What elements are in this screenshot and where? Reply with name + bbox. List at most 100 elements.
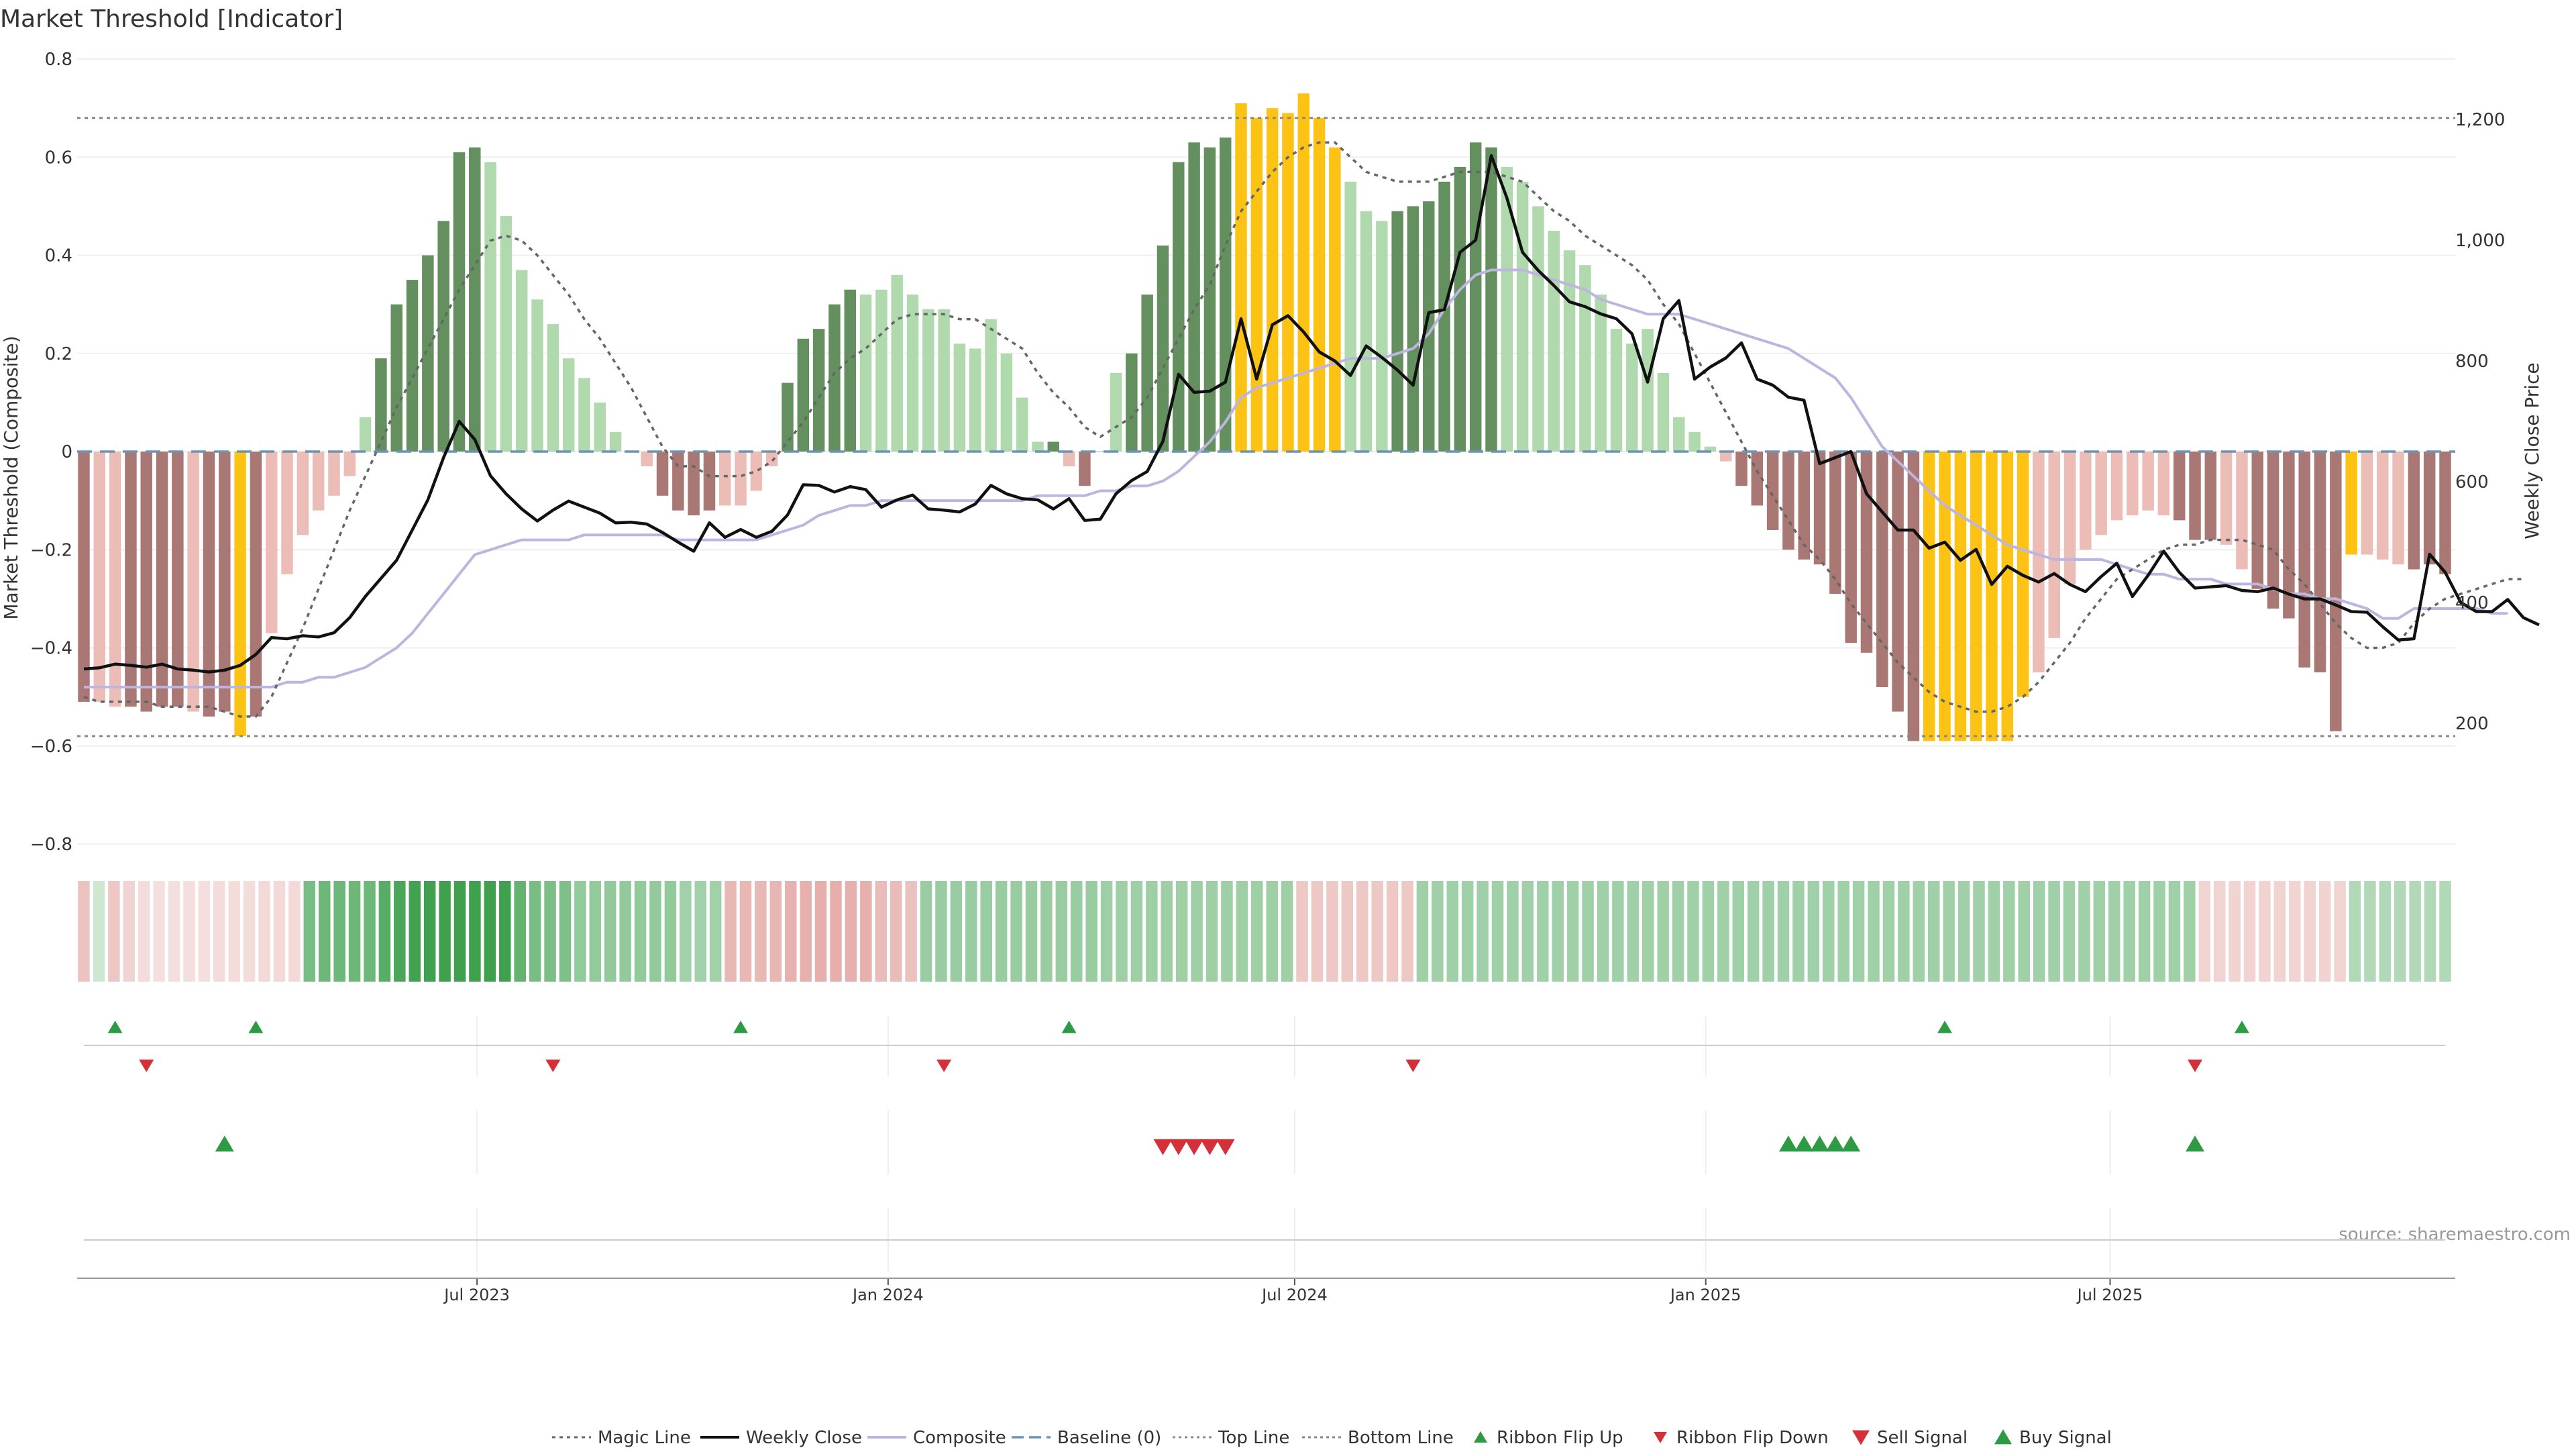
ribbon-cell [1612,881,1624,982]
indicator-bar [844,289,856,452]
ribbon-cell [2424,881,2436,982]
buy-signal-marker [1841,1135,1861,1152]
ribbon-cell [1913,881,1925,982]
ribbon-cell [1251,881,1263,982]
indicator-bar [1892,452,1904,712]
indicator-bar [1829,452,1841,594]
indicator-bar [422,255,434,452]
ribbon-cell [2123,881,2135,982]
ribbon-cell [860,881,872,982]
ribbon-cell [2213,881,2226,982]
indicator-bar [1704,446,1717,452]
indicator-bar [219,452,231,712]
ribbon-cell [1146,881,1158,982]
indicator-bar [1782,452,1794,550]
ribbon-cell [2003,881,2015,982]
sell-signal-marker [1153,1139,1173,1155]
indicator-bar [1157,245,1169,452]
indicator-bar [735,452,747,506]
ribbon-cell [1868,881,1880,982]
ribbon-cell [544,881,556,982]
indicator-bar [1813,452,1826,565]
ribbon-cell [1266,881,1278,982]
indicator-bar [1016,397,1028,452]
ribbon-cell [1732,881,1744,982]
indicator-bar [2033,452,2045,673]
ribbon-cell [1296,881,1308,982]
indicator-bar [375,358,387,452]
indicator-bar [1438,181,1450,452]
indicator-bar [2408,452,2420,570]
indicator-bar [2267,452,2279,609]
indicator-bar [891,274,903,452]
indicator-bar [906,295,919,452]
legend-label: Top Line [1218,1428,1289,1448]
indicator-bar [1297,93,1310,452]
buy-signal-marker [215,1135,234,1152]
ribbon-cell [1642,881,1654,982]
ribbon-cell [1672,881,1684,982]
indicator-bar [2110,452,2123,521]
ribbon-cell [785,881,797,982]
indicator-bar [2001,452,2014,741]
ribbon-cell [288,881,301,982]
ribbon-cell [228,881,240,982]
ribbon-cell [499,881,511,982]
axes-layer: 0.8 0.6 0.4 0.2 0 −0.2 −0.4 −0.6 −0.8 200 400 600 80… [30,50,2506,1304]
ribbon-layer [78,881,2451,982]
indicator-bar [1548,230,1560,452]
ribbon-cell [1627,881,1640,982]
indicator-bar [1532,206,1544,452]
ribbon-cell [1432,881,1444,982]
ribbon-cell [1386,881,1399,982]
chart-title: Market Threshold [Indicator] [0,5,343,33]
y-tick-label: 0.2 [45,344,72,364]
indicator-bar [250,452,262,717]
indicator-bar [2189,452,2201,540]
ribbon-cell [1477,881,1489,982]
indicator-bar [985,319,997,452]
indicator-bar [1657,373,1670,452]
indicator-bar [812,329,825,452]
ribbon-cell [2198,881,2211,982]
indicator-bar [1376,221,1388,452]
legend-swatch [1474,1431,1487,1443]
ribbon-cell [2259,881,2271,982]
legend-label: Baseline (0) [1057,1428,1161,1448]
ribbon-cell [1356,881,1368,982]
indicator-bar [140,452,152,712]
ribbon-cell [423,881,436,982]
ribbon-cell [153,881,165,982]
ribbon-cell [2243,881,2256,982]
ribbon-cell [619,881,631,982]
ribbon-cell [2168,881,2181,982]
indicator-bar [1188,142,1200,452]
legend-swatch [1852,1430,1870,1445]
indicator-bar [1391,211,1403,452]
sell-signal-marker [1200,1139,1220,1155]
ribbon-cell [1521,881,1534,982]
x-tick-label: Jul 2023 [443,1286,510,1304]
ribbon-cell [1205,881,1218,982]
indicator-bar [859,295,872,452]
ribbon-cell [769,881,782,982]
indicator-bar [93,452,106,702]
indicator-bar [1563,250,1576,452]
y-tick-label: −0.8 [30,835,72,855]
indicator-bar [297,452,309,535]
ribbon-cell [1927,881,1940,982]
ribbon-cell [755,881,767,982]
indicator-bar [2345,452,2357,555]
ribbon-cell [694,881,706,982]
signals-layer [107,1021,2249,1155]
ribbon-cell [2138,881,2151,982]
ribbon-cell [664,881,677,982]
indicator-bar [1907,452,1920,741]
indicator-bar [2127,452,2139,516]
indicator-bar [1688,431,1701,452]
ribbon-cell [1597,881,1609,982]
indicator-bar [797,338,810,452]
indicator-bar [2236,452,2248,570]
ribbon-cell [2409,881,2421,982]
indicator-bar [1313,117,1326,452]
